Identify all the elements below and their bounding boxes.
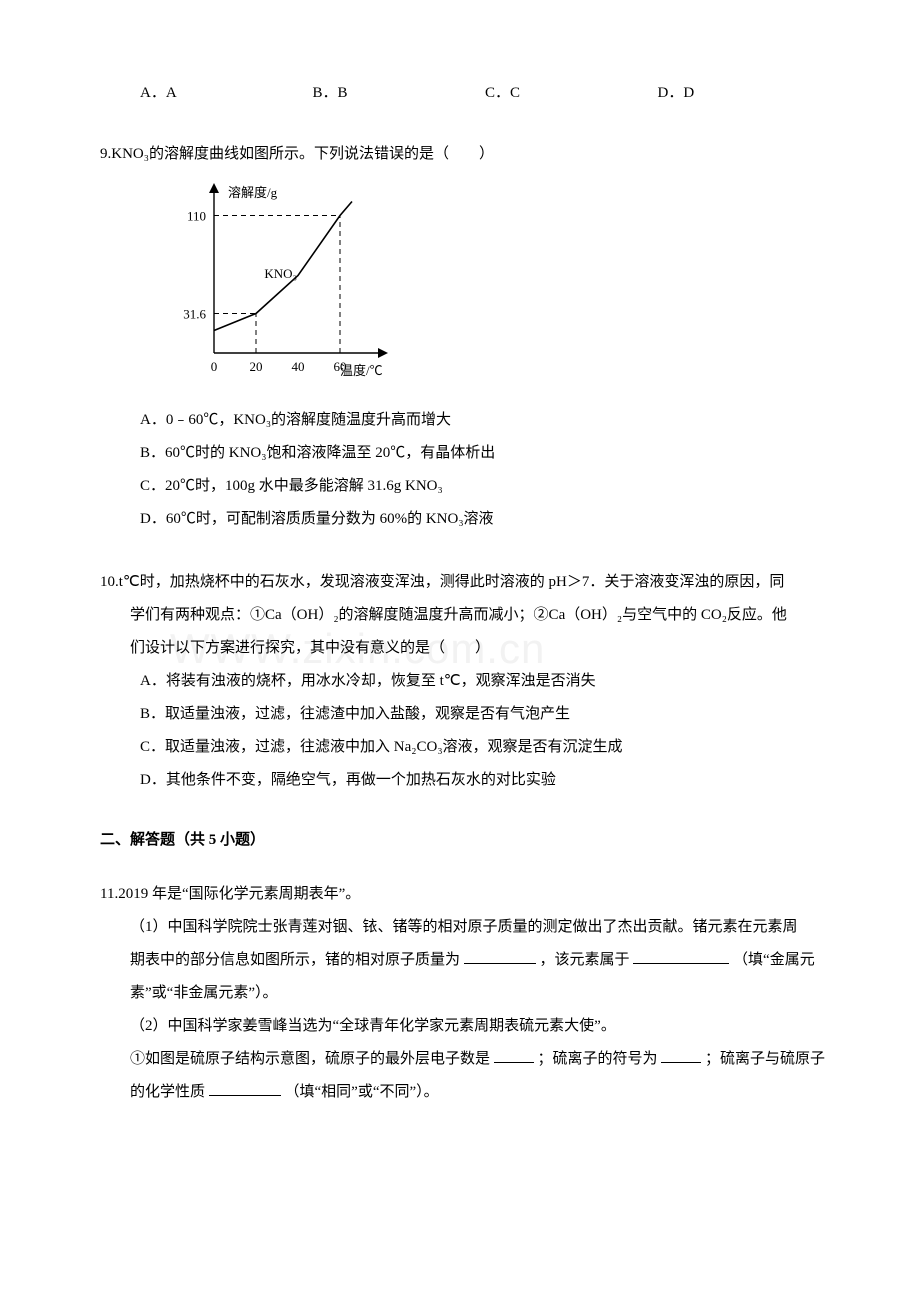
q10-block: 10.t℃时，加热烧杯中的石灰水，发现溶液变浑浊，测得此时溶液的 pH＞7．关于… xyxy=(100,566,830,797)
q11-p3-before: ①如图是硫原子结构示意图，硫原子的最外层电子数是 xyxy=(130,1051,490,1067)
solubility-curve-svg: 溶解度/g温度/℃31.61100204060KNO₃ xyxy=(160,177,400,387)
q11-p1c: 素”或“非金属元素”）。 xyxy=(130,977,830,1010)
svg-text:溶解度/g: 溶解度/g xyxy=(228,185,278,200)
q11-p1b-mid: ，该元素属于 xyxy=(540,952,630,968)
q9-block: 9.KNO₃的溶解度曲线如图所示。下列说法错误的是（ ） 溶解度/g温度/℃31… xyxy=(100,138,830,536)
blank-atomic-mass[interactable] xyxy=(464,948,536,964)
q11-p4-before: 的化学性质 xyxy=(130,1084,205,1100)
section2-heading: 二、解答题（共 5 小题） xyxy=(100,827,830,855)
q10-opt-a: A．将装有浊液的烧杯，用冰水冷却，恢复至 t℃，观察浑浊是否消失 xyxy=(140,665,830,698)
svg-text:20: 20 xyxy=(250,359,263,374)
svg-text:60: 60 xyxy=(334,359,347,374)
q11-p3: ①如图是硫原子结构示意图，硫原子的最外层电子数是 ；硫离子的符号为 ；硫离子与硫… xyxy=(130,1043,830,1076)
q8-opt-d: D．D xyxy=(658,80,831,108)
q11-p3-mid1: ；硫离子的符号为 xyxy=(538,1051,658,1067)
svg-text:KNO₃: KNO₃ xyxy=(264,266,297,281)
q10-stem-l3: 们设计以下方案进行探究，其中没有意义的是（ ） xyxy=(130,632,830,665)
q10-opt-c: C．取适量浊液，过滤，往滤液中加入 Na₂CO₃溶液，观察是否有沉淀生成 xyxy=(140,731,830,764)
q8-opt-b: B．B xyxy=(313,80,486,108)
q8-options-row: A．A B．B C．C D．D xyxy=(140,80,830,108)
q10-opt-b: B．取适量浊液，过滤，往滤渣中加入盐酸，观察是否有气泡产生 xyxy=(140,698,830,731)
blank-same-or-diff[interactable] xyxy=(209,1080,281,1096)
q11-block: 11.2019 年是“国际化学元素周期表年”。 （1）中国科学院院士张青莲对铟、… xyxy=(100,878,830,1109)
svg-text:40: 40 xyxy=(292,359,305,374)
q8-opt-c: C．C xyxy=(485,80,658,108)
svg-text:110: 110 xyxy=(187,208,206,223)
q9-opt-d: D．60℃时，可配制溶质质量分数为 60%的 KNO₃溶液 xyxy=(140,503,830,536)
q10-opt-d: D．其他条件不变，隔绝空气，再做一个加热石灰水的对比实验 xyxy=(140,764,830,797)
svg-text:31.6: 31.6 xyxy=(183,306,206,321)
q11-p1b-before: 期表中的部分信息如图所示，锗的相对原子质量为 xyxy=(130,952,460,968)
q9-opt-c: C．20℃时，100g 水中最多能溶解 31.6g KNO₃ xyxy=(140,470,830,503)
blank-outer-electrons[interactable] xyxy=(494,1047,534,1063)
q11-p1a: （1）中国科学院院士张青莲对铟、铱、锗等的相对原子质量的测定做出了杰出贡献。锗元… xyxy=(130,911,830,944)
q10-stem-l2: 学们有两种观点：①Ca（OH）₂的溶解度随温度升高而减小；②Ca（OH）₂与空气… xyxy=(130,599,830,632)
q9-chart: 溶解度/g温度/℃31.61100204060KNO₃ xyxy=(160,177,830,398)
q11-p4: 的化学性质 （填“相同”或“不同”）。 xyxy=(130,1076,830,1109)
blank-ion-symbol[interactable] xyxy=(661,1047,701,1063)
q11-stem: 11.2019 年是“国际化学元素周期表年”。 xyxy=(100,878,830,911)
q11-p2: （2）中国科学家姜雪峰当选为“全球青年化学家元素周期表硫元素大使”。 xyxy=(130,1010,830,1043)
q9-stem: 9.KNO₃的溶解度曲线如图所示。下列说法错误的是（ ） xyxy=(100,138,830,171)
q8-opt-a: A．A xyxy=(140,80,313,108)
q11-p3-mid2: ；硫离子与硫原子 xyxy=(705,1051,825,1067)
q11-p1b: 期表中的部分信息如图所示，锗的相对原子质量为 ，该元素属于 （填“金属元 xyxy=(130,944,830,977)
q11-p4-after: （填“相同”或“不同”）。 xyxy=(285,1084,439,1100)
q10-stem-l1: 10.t℃时，加热烧杯中的石灰水，发现溶液变浑浊，测得此时溶液的 pH＞7．关于… xyxy=(100,566,830,599)
q11-p1b-after: （填“金属元 xyxy=(733,952,815,968)
blank-element-type[interactable] xyxy=(633,948,729,964)
q9-opt-b: B．60℃时的 KNO₃饱和溶液降温至 20℃，有晶体析出 xyxy=(140,437,830,470)
svg-text:0: 0 xyxy=(211,359,218,374)
q9-opt-a: A．0﹣60℃，KNO₃的溶解度随温度升高而增大 xyxy=(140,404,830,437)
